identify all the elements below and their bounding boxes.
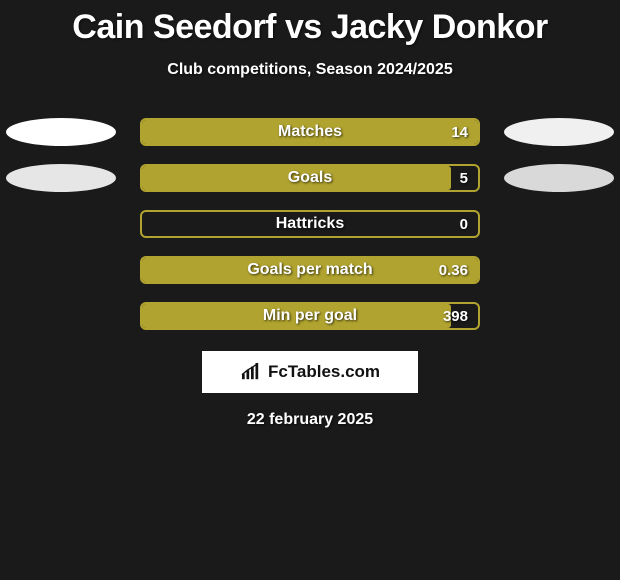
stat-value: 398 <box>443 304 468 328</box>
stat-value: 0.36 <box>439 258 468 282</box>
stat-bar: Goals per match0.36 <box>140 256 480 284</box>
stat-value: 5 <box>460 166 468 190</box>
stat-label: Goals per match <box>142 258 478 282</box>
player-marker-left <box>6 164 116 192</box>
stat-bar: Min per goal398 <box>140 302 480 330</box>
bar-chart-icon <box>240 363 262 381</box>
stat-value: 0 <box>460 212 468 236</box>
stat-bar: Goals5 <box>140 164 480 192</box>
stat-row: Goals5 <box>0 155 620 201</box>
stat-value: 14 <box>451 120 468 144</box>
stat-row: Matches14 <box>0 109 620 155</box>
stats-container: Matches14 Goals5 Hattricks0 Goals per match… <box>0 109 620 339</box>
stat-row: Goals per match0.36 <box>0 247 620 293</box>
stat-label: Matches <box>142 120 478 144</box>
stat-bar: Hattricks0 <box>140 210 480 238</box>
player-marker-right <box>504 118 614 146</box>
player-marker-left <box>6 118 116 146</box>
stat-row: Hattricks0 <box>0 201 620 247</box>
player-marker-right <box>504 164 614 192</box>
page-subtitle: Club competitions, Season 2024/2025 <box>0 61 620 79</box>
page-date: 22 february 2025 <box>0 411 620 429</box>
brand-name: FcTables.com <box>268 362 380 382</box>
stat-label: Goals <box>142 166 478 190</box>
brand-badge[interactable]: FcTables.com <box>202 351 418 393</box>
stat-bar: Matches14 <box>140 118 480 146</box>
page-title: Cain Seedorf vs Jacky Donkor <box>0 0 620 47</box>
stat-label: Min per goal <box>142 304 478 328</box>
stat-row: Min per goal398 <box>0 293 620 339</box>
stat-label: Hattricks <box>142 212 478 236</box>
